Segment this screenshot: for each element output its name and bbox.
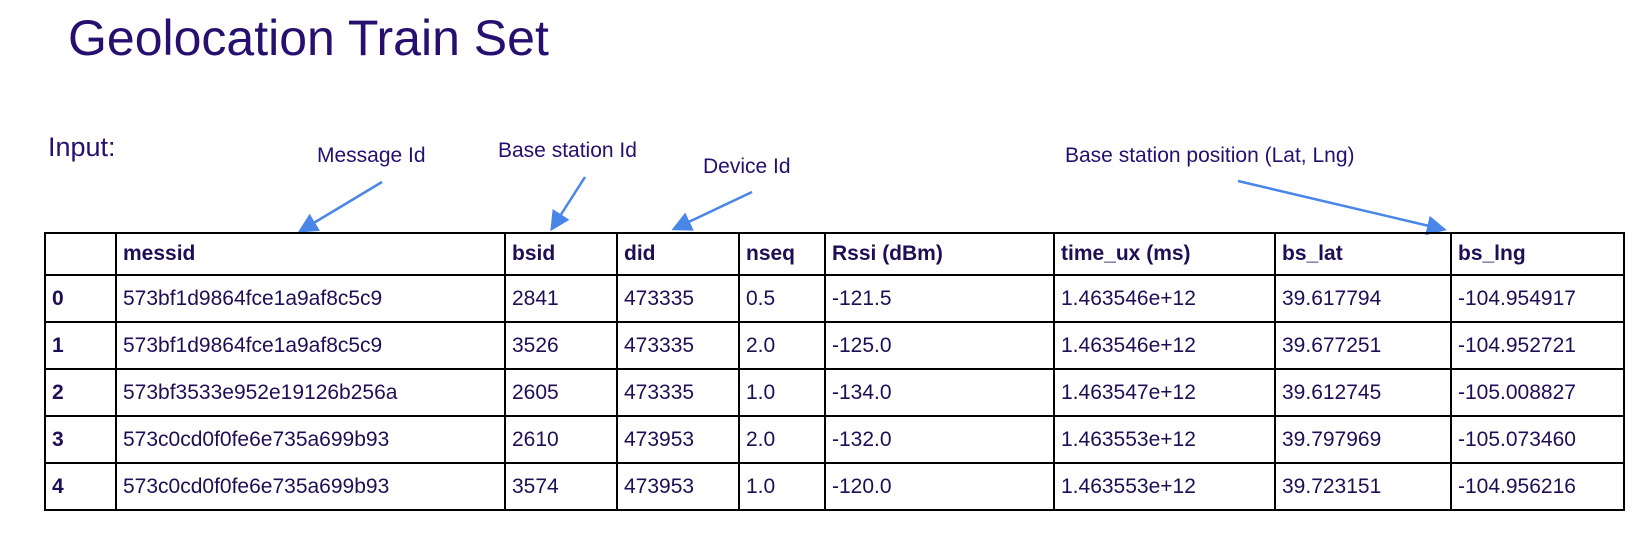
cell-messid: 573c0cd0f0fe6e735a699b93	[115, 415, 506, 464]
cell-bs-lng: -105.073460	[1450, 415, 1625, 464]
cell-bs-lat: 39.617794	[1274, 274, 1452, 323]
cell-messid: 573c0cd0f0fe6e735a699b93	[115, 462, 506, 511]
input-label: Input:	[48, 132, 116, 162]
header-bs-lat: bs_lat	[1274, 232, 1452, 276]
cell-bsid: 3574	[504, 462, 618, 511]
header-time-ux: time_ux (ms)	[1053, 232, 1276, 276]
cell-bsid: 2605	[504, 368, 618, 417]
header-bsid: bsid	[504, 232, 618, 276]
cell-bsid: 3526	[504, 321, 618, 370]
header-did: did	[616, 232, 740, 276]
cell-bs-lat: 39.797969	[1274, 415, 1452, 464]
table-header-row: messid bsid did nseq Rssi (dBm) time_ux …	[44, 232, 1625, 276]
device-id-annotation: Device Id	[703, 155, 791, 178]
cell-time-ux: 1.463553e+12	[1053, 415, 1276, 464]
cell-messid: 573bf3533e952e19126b256a	[115, 368, 506, 417]
table-row: 4 573c0cd0f0fe6e735a699b93 3574 473953 1…	[44, 462, 1625, 511]
cell-nseq: 1.0	[738, 368, 826, 417]
cell-did: 473953	[616, 415, 740, 464]
page-title: Geolocation Train Set	[68, 10, 549, 66]
cell-time-ux: 1.463546e+12	[1053, 321, 1276, 370]
cell-rssi: -121.5	[824, 274, 1055, 323]
cell-bs-lng: -104.952721	[1450, 321, 1625, 370]
cell-time-ux: 1.463546e+12	[1053, 274, 1276, 323]
cell-rssi: -134.0	[824, 368, 1055, 417]
table-row: 1 573bf1d9864fce1a9af8c5c9 3526 473335 2…	[44, 321, 1625, 370]
bs-position-annotation: Base station position (Lat, Lng)	[1065, 144, 1355, 167]
cell-time-ux: 1.463547e+12	[1053, 368, 1276, 417]
bs-position-arrow	[1237, 179, 1447, 236]
table-row: 0 573bf1d9864fce1a9af8c5c9 2841 473335 0…	[44, 274, 1625, 323]
cell-bsid: 2841	[504, 274, 618, 323]
header-bs-lng: bs_lng	[1450, 232, 1625, 276]
cell-index: 1	[44, 321, 117, 370]
cell-nseq: 1.0	[738, 462, 826, 511]
cell-bs-lng: -105.008827	[1450, 368, 1625, 417]
cell-did: 473335	[616, 321, 740, 370]
cell-messid: 573bf1d9864fce1a9af8c5c9	[115, 321, 506, 370]
cell-index: 0	[44, 274, 117, 323]
cell-bs-lng: -104.956216	[1450, 462, 1625, 511]
header-nseq: nseq	[738, 232, 826, 276]
header-rssi: Rssi (dBm)	[824, 232, 1055, 276]
cell-rssi: -132.0	[824, 415, 1055, 464]
header-index	[44, 232, 117, 276]
cell-bsid: 2610	[504, 415, 618, 464]
train-set-table: messid bsid did nseq Rssi (dBm) time_ux …	[44, 232, 1625, 511]
cell-index: 4	[44, 462, 117, 511]
message-id-annotation: Message Id	[317, 144, 426, 167]
cell-nseq: 2.0	[738, 321, 826, 370]
base-station-id-annotation: Base station Id	[498, 139, 637, 162]
table-row: 2 573bf3533e952e19126b256a 2605 473335 1…	[44, 368, 1625, 417]
cell-rssi: -120.0	[824, 462, 1055, 511]
cell-time-ux: 1.463553e+12	[1053, 462, 1276, 511]
cell-did: 473335	[616, 274, 740, 323]
device-id-arrow	[671, 190, 753, 231]
cell-index: 3	[44, 415, 117, 464]
cell-messid: 573bf1d9864fce1a9af8c5c9	[115, 274, 506, 323]
cell-bs-lng: -104.954917	[1450, 274, 1625, 323]
cell-rssi: -125.0	[824, 321, 1055, 370]
table-row: 3 573c0cd0f0fe6e735a699b93 2610 473953 2…	[44, 415, 1625, 464]
cell-index: 2	[44, 368, 117, 417]
cell-nseq: 2.0	[738, 415, 826, 464]
message-id-arrow	[297, 180, 383, 233]
cell-bs-lat: 39.612745	[1274, 368, 1452, 417]
header-messid: messid	[115, 232, 506, 276]
cell-bs-lat: 39.677251	[1274, 321, 1452, 370]
cell-did: 473335	[616, 368, 740, 417]
cell-did: 473953	[616, 462, 740, 511]
cell-bs-lat: 39.723151	[1274, 462, 1452, 511]
base-station-id-arrow	[550, 176, 587, 232]
cell-nseq: 0.5	[738, 274, 826, 323]
